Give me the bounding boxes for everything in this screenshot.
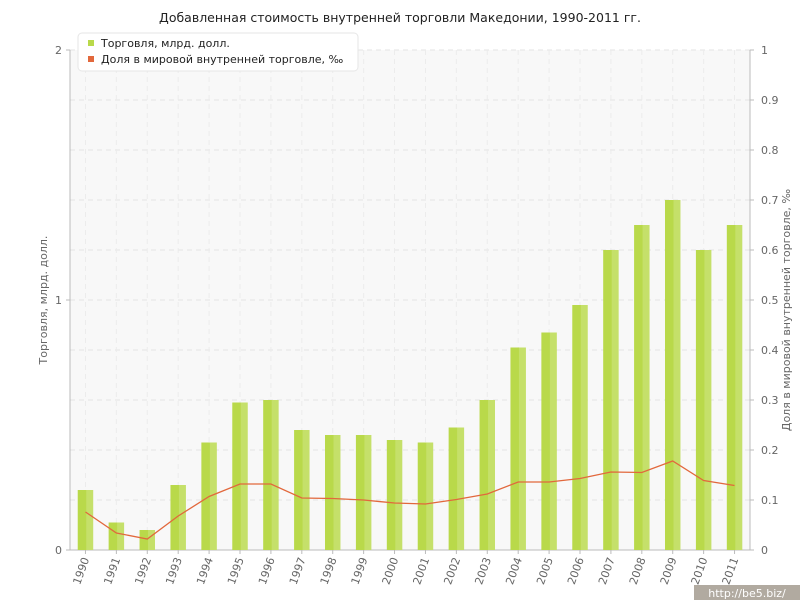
bar-highlight xyxy=(302,430,310,550)
x-tick-label: 1994 xyxy=(194,556,216,587)
legend: Торговля, млрд. долл. Доля в мировой вну… xyxy=(77,32,359,72)
bar-highlight xyxy=(611,250,619,550)
watermark-text: http://be5.biz/ xyxy=(708,587,786,600)
bar xyxy=(726,225,743,550)
bar-highlight xyxy=(364,435,372,550)
x-tick-label: 2002 xyxy=(441,556,463,587)
x-tick-label: 2009 xyxy=(658,556,680,587)
legend-label-share: Доля в мировой внутренней торговле, ‰ xyxy=(101,53,344,66)
bar xyxy=(232,402,248,550)
bar xyxy=(572,305,588,550)
bar xyxy=(603,250,619,550)
y2-tick-label: 0.4 xyxy=(761,344,779,357)
x-tick-label: 1996 xyxy=(256,556,278,587)
y2-tick-label: 0.7 xyxy=(761,194,779,207)
y-tick-label: 1 xyxy=(55,294,62,307)
bar-highlight xyxy=(457,427,465,550)
x-tick-label: 2011 xyxy=(720,556,742,587)
x-tick-label: 1992 xyxy=(132,556,154,587)
bar-highlight xyxy=(333,435,341,550)
legend-label-trade: Торговля, млрд. долл. xyxy=(100,37,230,50)
bar-highlight xyxy=(148,530,155,550)
x-tick-label: 1998 xyxy=(318,556,340,587)
y2-tick-label: 0.5 xyxy=(761,294,779,307)
bar-highlight xyxy=(673,200,681,550)
x-tick-label: 1991 xyxy=(101,556,123,587)
bar-highlight xyxy=(209,442,217,550)
bar-highlight xyxy=(488,400,495,550)
bar-highlight xyxy=(549,332,557,550)
bar-highlight xyxy=(518,347,526,550)
y-tick-label: 0 xyxy=(55,544,62,557)
bar xyxy=(355,435,372,550)
bar xyxy=(634,225,650,550)
y-axis-title: Торговля, млрд. долл. xyxy=(37,236,50,366)
bar xyxy=(417,442,434,550)
bar-highlight xyxy=(426,442,434,550)
chart-title: Добавленная стоимость внутренней торговл… xyxy=(159,10,641,25)
x-tick-label: 2005 xyxy=(534,556,556,587)
x-tick-label: 2010 xyxy=(689,556,711,587)
x-tick-label: 1995 xyxy=(225,556,247,587)
bar xyxy=(541,332,557,550)
watermark-bg xyxy=(694,585,800,600)
bar-highlight xyxy=(735,225,743,550)
bar xyxy=(510,347,526,550)
bar xyxy=(479,400,495,550)
y2-tick-label: 1 xyxy=(761,44,768,57)
x-tick-label: 2000 xyxy=(380,556,402,587)
y2-tick-label: 0.3 xyxy=(761,394,779,407)
y2-tick-label: 0.6 xyxy=(761,244,779,257)
bar xyxy=(695,250,712,550)
y2-tick-label: 0.1 xyxy=(761,494,779,507)
bar-highlight xyxy=(704,250,712,550)
bar xyxy=(139,530,155,550)
y2-tick-label: 0.9 xyxy=(761,94,779,107)
bar-highlight xyxy=(240,402,248,550)
y2-tick-label: 0 xyxy=(761,544,768,557)
bar xyxy=(263,400,279,550)
legend-swatch-trade xyxy=(88,40,94,46)
bar-highlight xyxy=(395,440,403,550)
bar xyxy=(77,490,94,550)
y2-tick-label: 0.8 xyxy=(761,144,779,157)
bar-highlight xyxy=(271,400,279,550)
bar-highlight xyxy=(642,225,650,550)
y2-tick-label: 0.2 xyxy=(761,444,779,457)
bar xyxy=(108,522,125,550)
y-tick-label: 2 xyxy=(55,44,62,57)
x-tick-label: 2001 xyxy=(410,556,432,587)
bar xyxy=(448,427,465,550)
bar xyxy=(386,440,403,550)
x-tick-label: 1990 xyxy=(70,556,92,587)
x-tick-label: 2008 xyxy=(627,556,649,587)
x-tick-label: 1999 xyxy=(349,556,371,587)
legend-box xyxy=(77,32,359,72)
x-tick-label: 1993 xyxy=(163,556,185,587)
bar-highlight xyxy=(580,305,588,550)
x-tick-label: 1997 xyxy=(287,556,309,587)
bar-highlight xyxy=(117,522,125,550)
bar xyxy=(294,430,310,550)
bar xyxy=(170,485,186,550)
x-tick-label: 2007 xyxy=(596,556,618,587)
legend-swatch-share xyxy=(88,56,94,62)
bar-highlight xyxy=(86,490,94,550)
y2-axis-title: Доля в мировой внутренней торговле, ‰ xyxy=(780,189,793,432)
bar-highlight xyxy=(178,485,186,550)
bar xyxy=(325,435,341,550)
watermark: http://be5.biz/ xyxy=(694,585,800,600)
x-tick-label: 2003 xyxy=(472,556,494,587)
x-tick-label: 2004 xyxy=(503,556,525,587)
x-tick-label: 2006 xyxy=(565,556,587,587)
line-series-share xyxy=(85,460,735,540)
